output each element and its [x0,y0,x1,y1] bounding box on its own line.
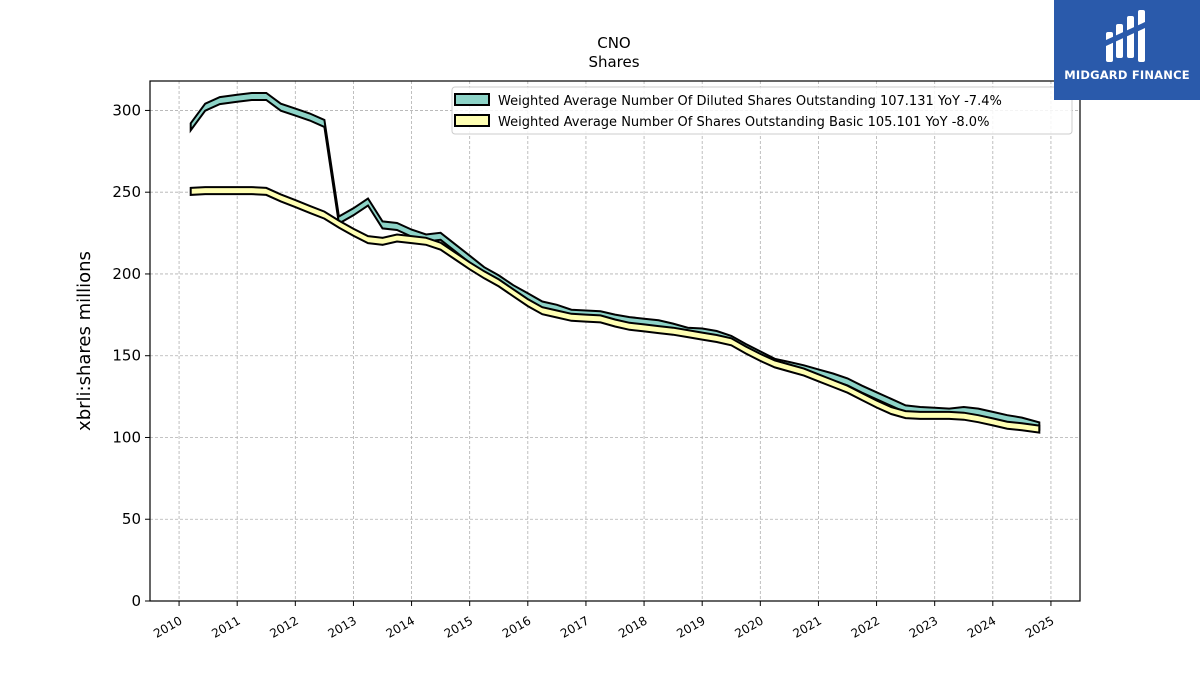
legend-swatch-diluted [454,93,490,106]
x-tick-label: 2016 [500,613,533,640]
x-tick-label: 2024 [965,613,998,640]
grid [150,81,1080,602]
x-tick-label: 2022 [849,613,882,640]
series-layer [189,92,1041,434]
legend-box [451,86,1073,135]
x-tick-label: 2020 [732,613,765,640]
y-tick-label: 0 [131,592,141,610]
y-axis-label: xbrli:shares millions [74,251,95,431]
x-tick-label: 2012 [267,613,300,640]
x-tick-label: 2017 [558,613,591,640]
legend-label-diluted: Weighted Average Number Of Diluted Share… [498,94,1002,109]
logo-text: MIDGARD FINANCE [1064,68,1190,82]
y-tick-label: 150 [112,347,141,365]
plot-frame [149,80,1081,602]
x-tick-label: 2023 [907,613,940,640]
x-tick-label: 2010 [151,613,184,640]
y-tick-label: 250 [112,183,141,201]
chart-title: CNO [597,34,631,52]
legend-label-basic: Weighted Average Number Of Shares Outsta… [498,115,989,130]
y-tick-label: 300 [112,101,141,119]
logo-mark-icon [1106,10,1145,62]
series-line-diluted [189,92,1041,431]
x-tick-label: 2013 [325,613,358,640]
legend: Weighted Average Number Of Diluted Share… [451,86,1073,135]
y-tick-label: 100 [112,428,141,446]
y-tick-label: 50 [122,510,141,528]
x-tick-label: 2021 [790,613,823,640]
x-tick-label: 2025 [1023,613,1056,640]
series-line-basic [189,186,1041,434]
axes: 0 50 100 150 200 250 300 2010 2011 2012 2013 2014 20… [112,101,1056,640]
x-tick-label: 2018 [616,613,649,640]
x-tick-label: 2019 [674,613,707,640]
x-tick-label: 2015 [442,613,475,640]
legend-swatch-basic [454,114,490,127]
midgard-finance-logo: MIDGARD FINANCE [1054,0,1200,100]
x-tick-label: 2011 [209,613,242,640]
x-tick-label: 2014 [384,613,417,640]
y-tick-label: 200 [112,265,141,283]
chart-subtitle: Shares [588,53,639,71]
